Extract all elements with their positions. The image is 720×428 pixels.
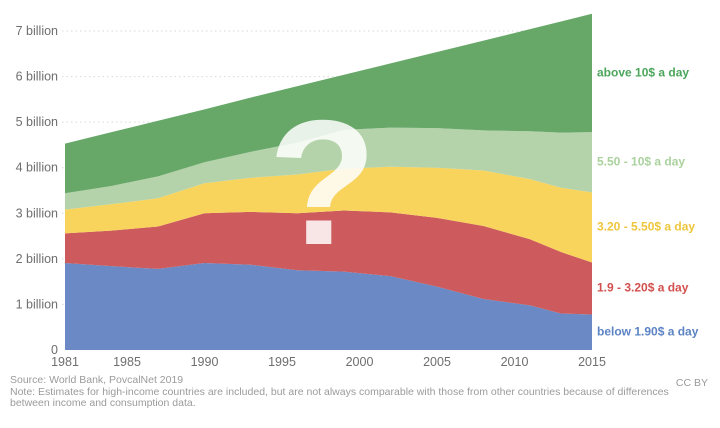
x-tick-label-2005: 2005 [423,355,451,369]
legend-label-above-10: above 10$ a day [597,65,690,80]
x-tick-label-1990: 1990 [191,355,219,369]
footer: Source: World Bank, PovcalNet 2019 Note:… [10,374,710,410]
x-tick-label-1981: 1981 [51,355,79,369]
legend-label-5-50-to-10: 5.50 - 10$ a day [597,154,686,169]
area-below-1-90 [65,262,592,350]
y-tick-label-4: 4 billion [16,161,58,175]
chart-canvas: 0 1 billion 2 billion 3 billion 4 billion 5 b… [16,13,606,369]
legend-label-1-90-to-3-20: 1.9 - 3.20$ a day [597,280,689,295]
area-5-50-to-10 [65,127,592,210]
stacked-area-chart: 0 1 billion 2 billion 3 billion 4 billion 5 b… [16,13,699,369]
y-tick-label-5: 5 billion [16,115,58,129]
y-tick-label-3: 3 billion [16,206,58,220]
area-3-20-to-5-50 [65,166,592,263]
x-tick-label-2010: 2010 [501,355,529,369]
y-tick-label-6: 6 billion [16,70,58,84]
legend-label-below-1-90: below 1.90$ a day [597,324,699,339]
y-tick-label-1: 1 billion [16,297,58,311]
x-tick-label-2015: 2015 [578,355,606,369]
y-tick-label-7: 7 billion [16,24,58,38]
source-text: Source: World Bank, PovcalNet 2019 [10,374,184,386]
x-tick-label-1985: 1985 [113,355,141,369]
y-tick-label-2: 2 billion [16,252,58,266]
x-tick-label-2000: 2000 [346,355,374,369]
legend-label-3-20-to-5-50: 3.20 - 5.50$ a day [597,219,696,234]
area-1-90-to-3-20 [65,210,592,315]
license-badge: CC BY [675,377,708,389]
note-text: Note: Estimates for high-income countrie… [10,385,669,409]
y-tick-label-0: 0 [51,343,58,357]
x-tick-label-1995: 1995 [268,355,296,369]
area-above-10 [65,13,592,194]
